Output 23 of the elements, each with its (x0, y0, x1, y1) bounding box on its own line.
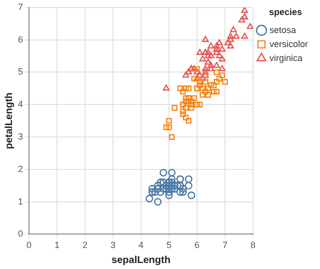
legend-label: setosa (269, 24, 296, 35)
y-tick-label: 6 (18, 34, 24, 44)
y-tick-label: 1 (18, 196, 24, 206)
x-tick-label: 5 (166, 240, 172, 250)
x-tick-label: 0 (26, 240, 32, 250)
x-tick-label: 7 (222, 240, 228, 250)
y-tick-label: 5 (18, 66, 24, 77)
y-tick-label: 7 (18, 2, 24, 12)
x-tick-label: 3 (110, 240, 116, 250)
legend-title: species (268, 6, 302, 17)
y-tick-label: 4 (18, 99, 24, 110)
x-tick-label: 4 (138, 240, 144, 250)
y-axis-title: petalLength (4, 92, 15, 150)
x-tick-label: 1 (54, 240, 60, 250)
legend-label: versicolor (269, 38, 308, 49)
x-tick-label: 8 (250, 240, 256, 250)
y-tick-label: 2 (18, 164, 24, 174)
x-tick-label: 6 (194, 240, 200, 250)
y-tick-label: 3 (18, 131, 24, 142)
y-tick-label: 0 (18, 228, 24, 239)
x-tick-label: 2 (82, 240, 88, 250)
legend-label: virginica (269, 52, 303, 63)
x-axis-title: sepalLength (112, 254, 170, 266)
